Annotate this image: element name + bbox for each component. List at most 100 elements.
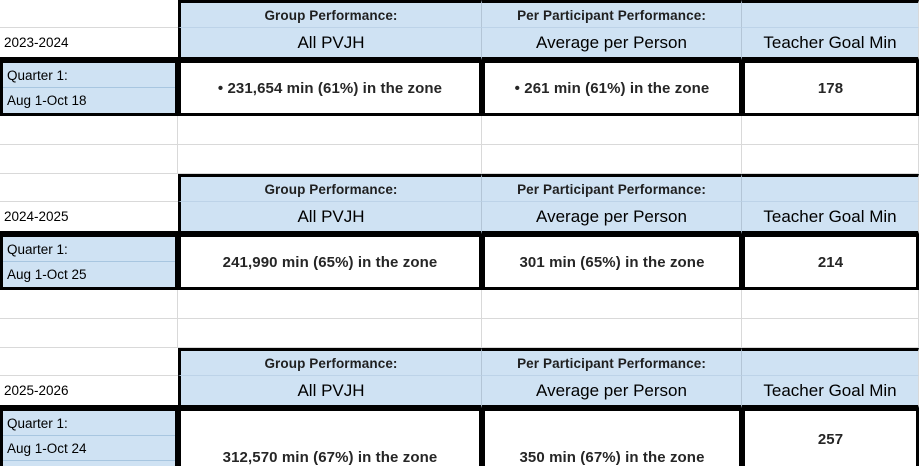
group-value-cell[interactable]: • 231,654 min (61%) in the zone: [178, 60, 482, 116]
cell-blank[interactable]: [178, 319, 482, 347]
group-subheader: All PVJH: [297, 206, 365, 226]
group-subheader-cell[interactable]: All PVJH: [178, 28, 482, 60]
quarter-cell[interactable]: Quarter 1: Aug 1-Oct 18: [0, 60, 178, 116]
teacher-goal-header-cell[interactable]: Teacher Goal Min: [742, 202, 919, 234]
data-row: Quarter 1: Aug 1-Oct 18 • 231,654 min (6…: [0, 60, 919, 116]
year-label: 2023-2024: [4, 35, 69, 50]
year-block-2024-2025: Group Performance: Per Participant Perfo…: [0, 174, 923, 290]
data-row: Quarter 1: Aug 1-Oct 24 312,570 min (67%…: [0, 408, 919, 466]
quarter-label: Quarter 1:: [3, 411, 175, 436]
teacher-goal-value: 257: [817, 431, 844, 448]
participant-subheader: Average per Person: [536, 32, 687, 52]
group-subheader-cell[interactable]: All PVJH: [178, 376, 482, 408]
participant-subheader-cell[interactable]: Average per Person: [482, 28, 742, 60]
header-row-2: 2023-2024 All PVJH Average per Person Te…: [0, 28, 919, 60]
cell-blank[interactable]: [0, 290, 178, 318]
teacher-goal-value-cell[interactable]: 178: [742, 60, 919, 116]
cell-blank[interactable]: [482, 145, 742, 173]
cell-blank[interactable]: [178, 145, 482, 173]
participant-value-cell[interactable]: 301 min (65%) in the zone: [482, 234, 742, 290]
quarter-label: Quarter 1:: [3, 63, 175, 88]
teacher-goal-header-cell[interactable]: Teacher Goal Min: [742, 28, 919, 60]
teacher-goal-value-cell[interactable]: 214: [742, 234, 919, 290]
participant-subheader-cell[interactable]: Average per Person: [482, 202, 742, 234]
cell-blank[interactable]: [742, 348, 919, 376]
group-performance-header: Group Performance:: [264, 7, 398, 23]
date-range-label: Aug 1-Oct 25: [7, 267, 87, 282]
group-performance-header: Group Performance:: [264, 181, 398, 197]
empty-sheet-row: [0, 116, 919, 145]
year-label-cell[interactable]: 2024-2025: [0, 202, 178, 234]
group-subheader: All PVJH: [297, 32, 365, 52]
cell-blank[interactable]: [742, 145, 919, 173]
date-range-label: Aug 1-Oct 24: [3, 436, 175, 461]
year-block-2023-2024: Group Performance: Per Participant Perfo…: [0, 0, 923, 116]
data-row: Quarter 1: Aug 1-Oct 25 241,990 min (65%…: [0, 234, 919, 290]
teacher-goal-header: Teacher Goal Min: [763, 380, 897, 400]
group-value: 241,990 min (65%) in the zone: [222, 253, 438, 271]
quarter-cell[interactable]: Quarter 1: Aug 1-Oct 25: [0, 234, 178, 290]
year-label: 2024-2025: [4, 209, 69, 224]
participant-performance-header: Per Participant Performance:: [517, 181, 706, 197]
participant-value: 350 min (67%) in the zone: [519, 449, 705, 466]
quarter-cell[interactable]: Quarter 1: Aug 1-Oct 24: [0, 408, 178, 466]
cell-blank[interactable]: [742, 174, 919, 202]
cell-blank[interactable]: [0, 174, 178, 202]
year-label-cell[interactable]: 2025-2026: [0, 376, 178, 408]
group-value: 312,570 min (67%) in the zone: [222, 449, 438, 466]
header-row-1: Group Performance: Per Participant Perfo…: [0, 174, 919, 202]
header-row-2: 2025-2026 All PVJH Average per Person Te…: [0, 376, 919, 408]
date-range-label: Aug 1-Oct 18: [7, 93, 87, 108]
participant-performance-header: Per Participant Performance:: [517, 7, 706, 23]
cell-blank[interactable]: [0, 145, 178, 173]
teacher-goal-header: Teacher Goal Min: [763, 32, 897, 52]
participant-subheader: Average per Person: [536, 206, 687, 226]
year-block-2025-2026: Group Performance: Per Participant Perfo…: [0, 348, 923, 466]
empty-sheet-row: [0, 145, 919, 174]
group-subheader-cell[interactable]: All PVJH: [178, 202, 482, 234]
quarter-label: Quarter 1:: [3, 237, 175, 262]
participant-value: • 261 min (61%) in the zone: [514, 79, 710, 97]
year-label: 2025-2026: [4, 383, 69, 398]
participant-performance-header-cell[interactable]: Per Participant Performance:: [482, 0, 742, 28]
group-subheader: All PVJH: [297, 380, 365, 400]
year-label-cell[interactable]: 2023-2024: [0, 28, 178, 60]
participant-value-cell[interactable]: • 261 min (61%) in the zone: [482, 60, 742, 116]
participant-subheader-cell[interactable]: Average per Person: [482, 376, 742, 408]
teacher-goal-header: Teacher Goal Min: [763, 206, 897, 226]
teacher-goal-value-cell[interactable]: 257: [742, 408, 919, 466]
group-performance-header-cell[interactable]: Group Performance:: [178, 348, 482, 376]
cell-blank[interactable]: [0, 116, 178, 144]
teacher-goal-header-cell[interactable]: Teacher Goal Min: [742, 376, 919, 408]
empty-sheet-row: [0, 319, 919, 348]
teacher-goal-value-wrap: 257: [745, 411, 916, 466]
participant-subheader: Average per Person: [536, 380, 687, 400]
header-row-1: Group Performance: Per Participant Perfo…: [0, 0, 919, 28]
teacher-goal-value: 214: [817, 253, 844, 271]
cell-blank[interactable]: [742, 319, 919, 347]
participant-performance-header-cell[interactable]: Per Participant Performance:: [482, 348, 742, 376]
cell-blank[interactable]: [0, 319, 178, 347]
header-row-2: 2024-2025 All PVJH Average per Person Te…: [0, 202, 919, 234]
cell-blank[interactable]: [742, 0, 919, 28]
cell-blank[interactable]: [482, 319, 742, 347]
cell-blank[interactable]: [0, 348, 178, 376]
cell-blank[interactable]: [482, 290, 742, 318]
participant-performance-header-cell[interactable]: Per Participant Performance:: [482, 174, 742, 202]
cell-blank[interactable]: [482, 116, 742, 144]
cell-blank[interactable]: [178, 116, 482, 144]
group-value-cell[interactable]: 312,570 min (67%) in the zone: [178, 408, 482, 466]
group-value-cell[interactable]: 241,990 min (65%) in the zone: [178, 234, 482, 290]
group-value: • 231,654 min (61%) in the zone: [217, 79, 443, 97]
cell-blank[interactable]: [742, 290, 919, 318]
group-performance-header-cell[interactable]: Group Performance:: [178, 0, 482, 28]
participant-value: 301 min (65%) in the zone: [519, 253, 705, 271]
header-row-1: Group Performance: Per Participant Perfo…: [0, 348, 919, 376]
cell-blank[interactable]: [178, 290, 482, 318]
group-performance-header-cell[interactable]: Group Performance:: [178, 174, 482, 202]
teacher-goal-value: 178: [817, 79, 844, 97]
cell-blank[interactable]: [742, 116, 919, 144]
participant-value-cell[interactable]: 350 min (67%) in the zone: [482, 408, 742, 466]
cell-blank[interactable]: [0, 0, 178, 28]
